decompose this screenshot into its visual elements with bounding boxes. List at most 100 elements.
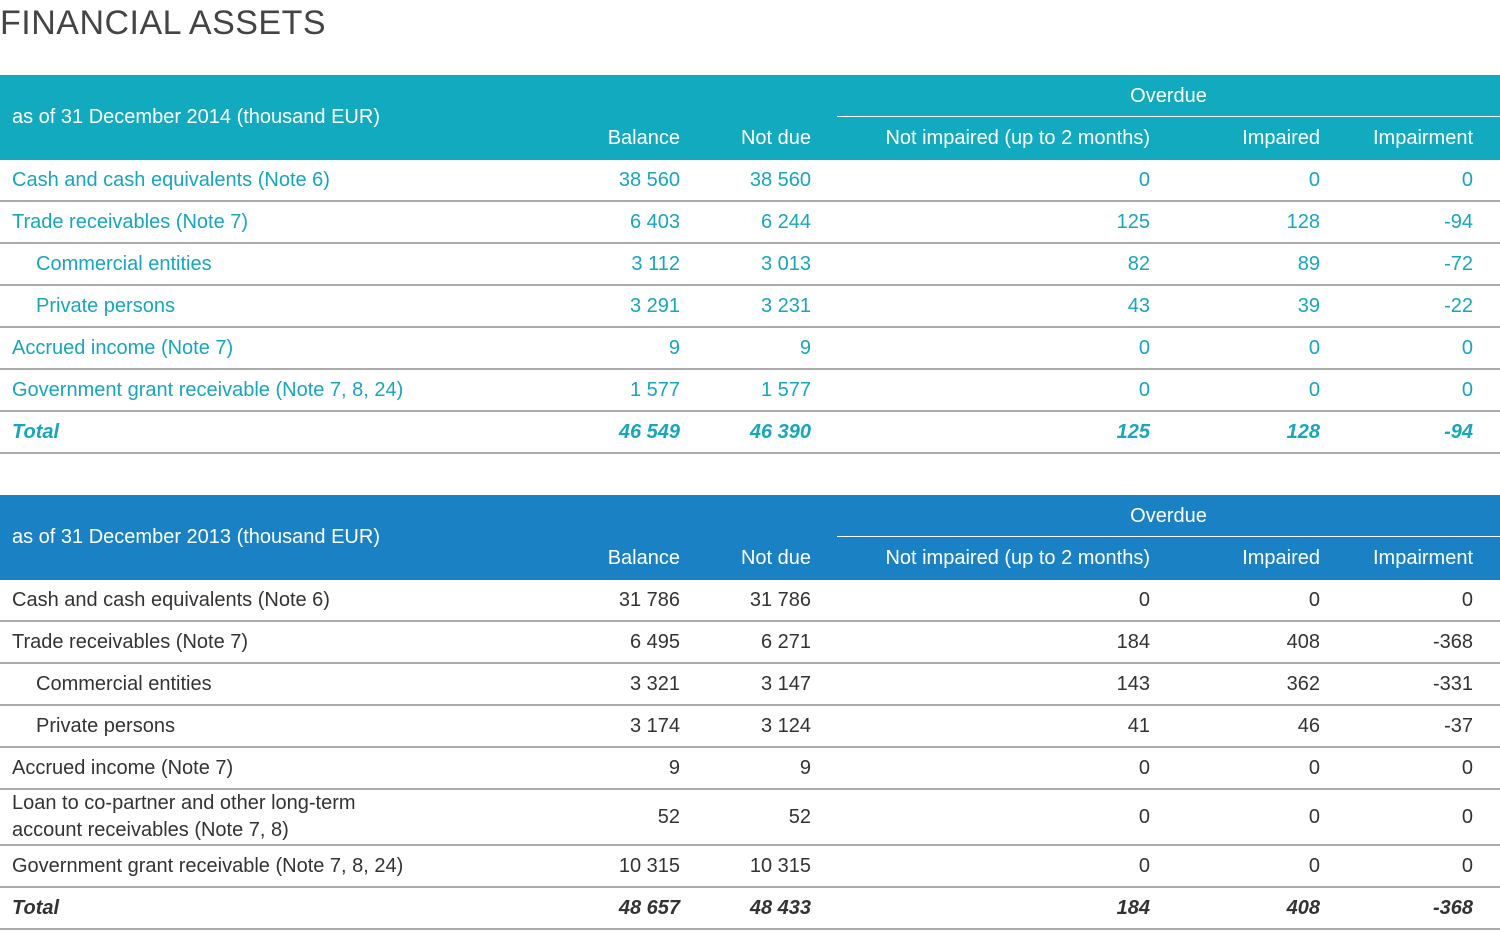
- cell-value: 52: [575, 789, 692, 846]
- row-label: Total: [0, 411, 575, 454]
- cell-value: 48 433: [692, 887, 823, 930]
- table-header: as of 31 December 2014 (thousand EUR) Ove…: [0, 75, 1500, 160]
- header-row: as of 31 December 2014 (thousand EUR) Ove…: [0, 75, 1500, 128]
- cell-value: 31 786: [692, 580, 823, 622]
- table-body: Cash and cash equivalents (Note 6) 31 786…: [0, 580, 1500, 930]
- data-row: Commercial entities 3 321 3 147 143 362 -331: [0, 663, 1500, 706]
- column-header: Not due: [740, 127, 811, 149]
- cell-value: 0: [1162, 747, 1332, 790]
- row-label: Private persons: [0, 705, 575, 748]
- cell-value: 39: [1162, 285, 1332, 328]
- cell-value: 0: [823, 580, 1162, 622]
- row-label: Accrued income (Note 7): [0, 747, 575, 790]
- row-label: Trade receivables (Note 7): [0, 201, 575, 244]
- cell-value: 0: [1162, 580, 1332, 622]
- cell-value: 143: [823, 663, 1162, 706]
- data-row: Loan to co-partner and other long-term a…: [0, 789, 1500, 846]
- group-header-cell: Overdue: [823, 495, 1500, 537]
- cell-value: 362: [1162, 663, 1332, 706]
- data-row: Commercial entities 3 112 3 013 82 89 -72: [0, 243, 1500, 286]
- cell-value: 9: [692, 747, 823, 790]
- cell-value: 82: [823, 243, 1162, 286]
- table-caption: as of 31 December 2014 (thousand EUR): [12, 106, 380, 128]
- data-row: Cash and cash equivalents (Note 6) 31 786…: [0, 580, 1500, 622]
- cell-value: 0: [1162, 160, 1332, 202]
- cell-value: 9: [692, 327, 823, 370]
- cell-value: 46 549: [575, 411, 692, 454]
- row-label: Accrued income (Note 7): [0, 327, 575, 370]
- data-row: Government grant receivable (Note 7, 8, …: [0, 845, 1500, 888]
- cell-value: 38 560: [575, 160, 692, 202]
- cell-value: 408: [1162, 887, 1332, 930]
- cell-value: 3 231: [692, 285, 823, 328]
- cell-value: 125: [823, 201, 1162, 244]
- cell-value: 0: [1162, 369, 1332, 412]
- cell-value: 0: [1162, 327, 1332, 370]
- cell-value: 9: [575, 747, 692, 790]
- cell-value: 3 291: [575, 285, 692, 328]
- assets-table: as of 31 December 2013 (thousand EUR) Ove…: [0, 495, 1500, 930]
- page-title: FINANCIAL ASSETS: [0, 4, 327, 42]
- header-row: Balance Not due Not impaired (up to 2 mont…: [0, 537, 1500, 580]
- data-row: Accrued income (Note 7) 9 9 0 0 0: [0, 747, 1500, 790]
- cell-value: -331: [1332, 663, 1500, 706]
- cell-value: 52: [692, 789, 823, 846]
- table-header: as of 31 December 2013 (thousand EUR) Ove…: [0, 495, 1500, 580]
- cell-value: 46 390: [692, 411, 823, 454]
- column-header: Impairment: [1372, 547, 1474, 569]
- header-row: Balance Not due Not impaired (up to 2 mont…: [0, 117, 1500, 160]
- cell-value: 3 124: [692, 705, 823, 748]
- cell-value: -368: [1332, 621, 1500, 664]
- cell-value: -37: [1332, 705, 1500, 748]
- table-body: Cash and cash equivalents (Note 6) 38 560…: [0, 160, 1500, 454]
- cell-value: 10 315: [692, 845, 823, 888]
- cell-value: 128: [1162, 201, 1332, 244]
- cell-value: 0: [1332, 747, 1500, 790]
- table-caption: as of 31 December 2013 (thousand EUR): [12, 526, 380, 548]
- column-header: Not impaired (up to 2 months): [885, 127, 1150, 149]
- cell-value: 0: [823, 369, 1162, 412]
- header-spacer: [575, 495, 823, 537]
- header-spacer: [575, 75, 823, 117]
- cell-value: 43: [823, 285, 1162, 328]
- group-header-cell: Overdue: [823, 75, 1500, 117]
- cell-value: 0: [1332, 369, 1500, 412]
- cell-value: 1 577: [575, 369, 692, 412]
- total-row: Total 46 549 46 390 125 128 -94: [0, 411, 1500, 454]
- cell-value: 3 321: [575, 663, 692, 706]
- cell-value: 125: [823, 411, 1162, 454]
- row-label: Commercial entities: [0, 663, 575, 706]
- cell-value: 184: [823, 621, 1162, 664]
- cell-value: 3 013: [692, 243, 823, 286]
- cell-value: 0: [823, 747, 1162, 790]
- cell-value: 128: [1162, 411, 1332, 454]
- cell-value: 3 174: [575, 705, 692, 748]
- data-row: Private persons 3 291 3 231 43 39 -22: [0, 285, 1500, 328]
- cell-value: 408: [1162, 621, 1332, 664]
- cell-value: -368: [1332, 887, 1500, 930]
- cell-value: 0: [823, 160, 1162, 202]
- cell-value: 1 577: [692, 369, 823, 412]
- data-row: Trade receivables (Note 7) 6 403 6 244 125 1…: [0, 201, 1500, 244]
- cell-value: 6 495: [575, 621, 692, 664]
- data-row: Private persons 3 174 3 124 41 46 -37: [0, 705, 1500, 748]
- row-label: Cash and cash equivalents (Note 6): [0, 580, 575, 622]
- cell-value: 31 786: [575, 580, 692, 622]
- data-row: Accrued income (Note 7) 9 9 0 0 0: [0, 327, 1500, 370]
- cell-value: 0: [1332, 845, 1500, 888]
- row-label: Government grant receivable (Note 7, 8, …: [0, 369, 575, 412]
- row-label: Cash and cash equivalents (Note 6): [0, 160, 575, 202]
- cell-value: 0: [1162, 845, 1332, 888]
- column-header: Balance: [607, 547, 680, 569]
- header-row: as of 31 December 2013 (thousand EUR) Ove…: [0, 495, 1500, 548]
- data-row: Trade receivables (Note 7) 6 495 6 271 184 4…: [0, 621, 1500, 664]
- cell-value: 6 244: [692, 201, 823, 244]
- cell-value: 46: [1162, 705, 1332, 748]
- column-header: Impaired: [1242, 127, 1320, 149]
- cell-value: -22: [1332, 285, 1500, 328]
- cell-value: 0: [1332, 580, 1500, 622]
- column-header: Impairment: [1372, 127, 1474, 149]
- cell-value: 3 147: [692, 663, 823, 706]
- row-label: Private persons: [0, 285, 575, 328]
